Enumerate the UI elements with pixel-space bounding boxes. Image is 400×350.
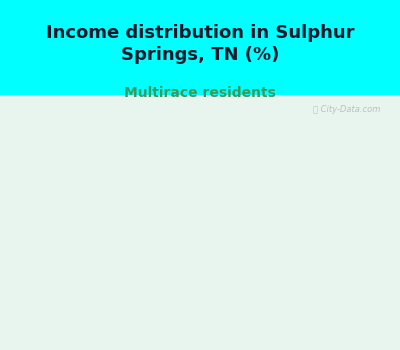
Wedge shape [200, 224, 280, 286]
Wedge shape [129, 156, 200, 224]
Wedge shape [179, 224, 221, 308]
Wedge shape [135, 224, 200, 306]
Text: $150k: $150k [132, 257, 348, 275]
Wedge shape [200, 140, 236, 224]
Wedge shape [200, 148, 262, 224]
Text: $20k: $20k [151, 113, 214, 150]
Text: > $200k: > $200k [146, 158, 361, 171]
Text: ⓘ City-Data.com: ⓘ City-Data.com [313, 105, 380, 114]
Text: $30k: $30k [44, 227, 278, 256]
Wedge shape [150, 140, 200, 224]
Text: $125k: $125k [54, 150, 243, 161]
Text: $10k: $10k [202, 301, 240, 339]
Wedge shape [200, 166, 282, 224]
Text: $50k: $50k [161, 290, 311, 318]
Text: $60k: $60k [47, 186, 268, 204]
Text: $100k: $100k [180, 116, 253, 152]
Wedge shape [117, 224, 200, 278]
Wedge shape [116, 179, 200, 240]
Text: Income distribution in Sulphur
Springs, TN (%): Income distribution in Sulphur Springs, … [46, 25, 354, 64]
Text: $40k: $40k [124, 204, 350, 214]
Text: $75k: $75k [144, 290, 233, 337]
Text: $200k: $200k [62, 266, 263, 312]
Text: Multirace residents: Multirace residents [124, 86, 276, 100]
Wedge shape [200, 224, 258, 306]
Wedge shape [200, 203, 284, 250]
